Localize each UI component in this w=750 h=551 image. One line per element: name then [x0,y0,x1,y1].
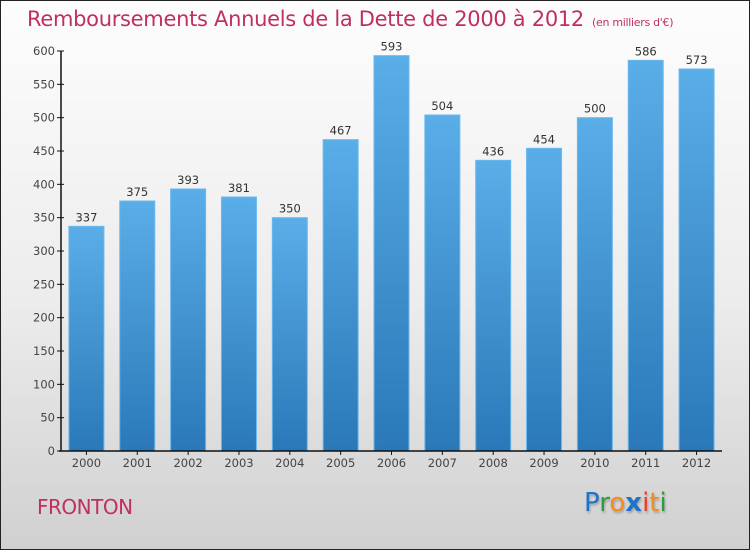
bar-2007 [424,114,461,452]
x-tick-label-2009: 2009 [529,456,558,470]
bar-2008 [475,159,512,452]
proxiti-logo: Proxiti [584,488,667,518]
y-tick-label: 200 [33,311,55,325]
bar-2002 [170,188,207,452]
x-tick-label-2001: 2001 [123,456,152,470]
x-tick-label-2011: 2011 [631,456,660,470]
y-tick-label: 250 [33,277,55,291]
logo-letter: x [625,488,643,518]
value-label-2004: 350 [279,202,301,216]
bar-2012 [678,68,715,452]
bar-2009 [526,147,563,452]
logo-letter: o [609,488,626,518]
value-label-2005: 467 [330,124,352,138]
value-label-2010: 500 [584,102,606,116]
y-tick-label: 50 [40,411,55,425]
chart-title: Remboursements Annuels de la Dette de 20… [27,7,673,31]
x-tick-label-2003: 2003 [224,456,253,470]
logo-letter: P [584,488,600,518]
value-label-2001: 375 [126,185,148,199]
x-tick-label-2000: 2000 [72,456,101,470]
bar-2000 [68,225,105,452]
value-label-2007: 504 [431,99,453,113]
value-label-2000: 337 [75,210,97,224]
x-tick-label-2006: 2006 [377,456,406,470]
value-label-2009: 454 [533,132,555,146]
bar-2011 [627,59,664,452]
y-tick-label: 450 [33,144,55,158]
y-tick-label: 600 [33,44,55,58]
x-tick-label-2007: 2007 [428,456,457,470]
y-tick-label: 550 [33,77,55,91]
x-tick-label-2002: 2002 [173,456,202,470]
value-label-2002: 393 [177,173,199,187]
logo-letter: r [599,488,610,518]
logo-letter: t [649,488,660,518]
value-label-2011: 586 [635,44,657,58]
chart-subtitle: (en milliers d'€) [592,16,674,29]
y-tick-label: 350 [33,211,55,225]
x-tick-label-2008: 2008 [479,456,508,470]
y-tick-label: 400 [33,177,55,191]
bar-2001 [119,200,156,452]
bar-2004 [271,217,308,452]
x-tick-label-2012: 2012 [682,456,711,470]
value-label-2003: 381 [228,181,250,195]
logo-letter: i [642,488,650,518]
x-tick-label-2005: 2005 [326,456,355,470]
location-label: FRONTON [37,495,133,519]
bar-2006 [373,55,410,452]
y-tick-label: 500 [33,111,55,125]
bar-2005 [322,139,359,452]
x-tick-label-2010: 2010 [580,456,609,470]
bar-2003 [220,196,257,452]
x-tick-label-2004: 2004 [275,456,304,470]
y-tick-label: 0 [48,444,55,458]
value-label-2008: 436 [482,144,504,158]
logo-letter: i [659,488,667,518]
y-tick-label: 100 [33,377,55,391]
title-text: Remboursements Annuels de la Dette de 20… [27,7,584,31]
bar-2010 [576,117,613,452]
value-label-2012: 573 [686,53,708,67]
y-tick-label: 300 [33,244,55,258]
value-label-2006: 593 [381,40,403,54]
y-tick-label: 150 [33,344,55,358]
